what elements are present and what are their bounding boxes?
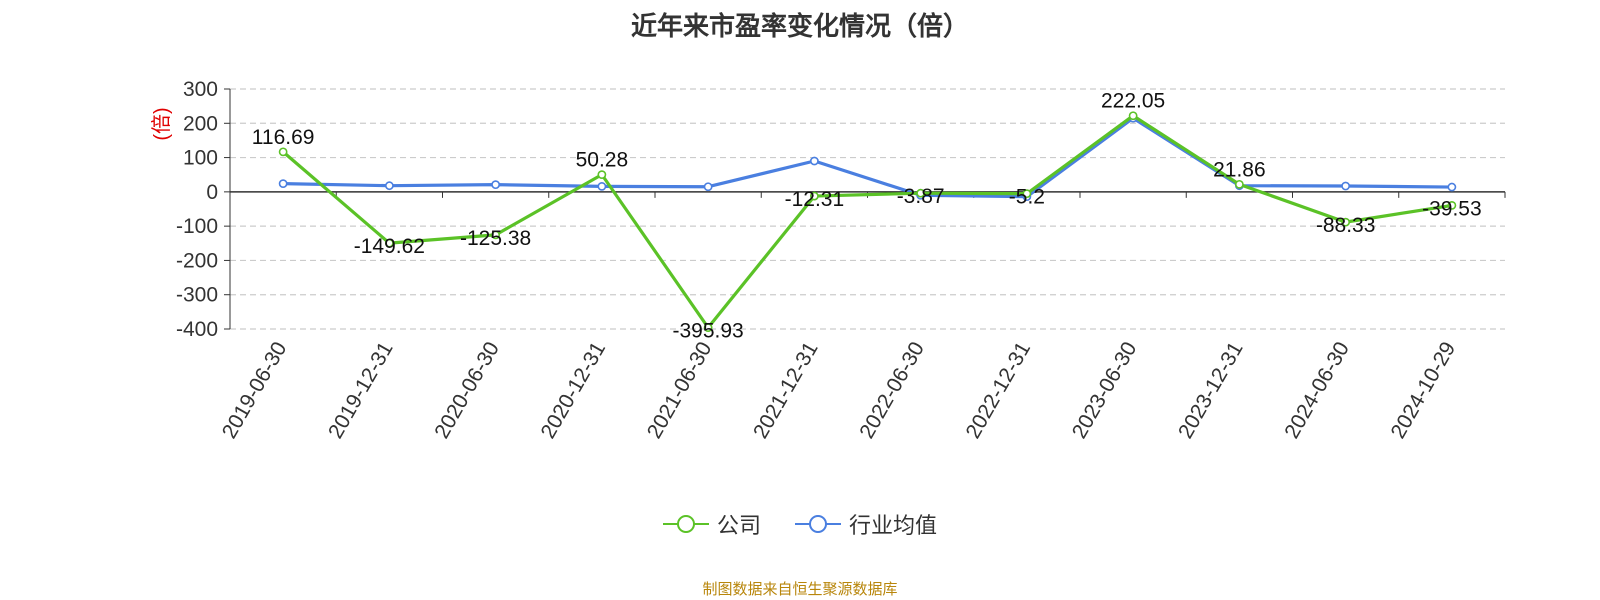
grid-lines bbox=[230, 88, 1505, 330]
data-point bbox=[809, 156, 819, 166]
y-tick-label: -100 bbox=[176, 215, 218, 238]
data-point bbox=[1128, 111, 1138, 121]
data-point bbox=[491, 180, 501, 190]
data-label: 21.86 bbox=[1213, 158, 1266, 181]
y-axis-title: (倍) bbox=[150, 107, 173, 140]
legend-item-company[interactable]: 公司 bbox=[662, 508, 761, 540]
y-tick-label: -200 bbox=[176, 249, 218, 272]
x-tick-label: 2019-12-31 bbox=[324, 338, 398, 443]
x-tick-label: 2024-06-30 bbox=[1280, 338, 1354, 443]
x-tick-label: 2021-06-30 bbox=[643, 338, 717, 443]
data-point bbox=[703, 182, 713, 192]
x-tick-label: 2021-12-31 bbox=[749, 338, 823, 443]
data-point bbox=[597, 181, 607, 191]
y-tick-label: 200 bbox=[183, 112, 218, 135]
y-tick-label: 0 bbox=[206, 181, 218, 204]
x-tick-label: 2023-06-30 bbox=[1068, 338, 1142, 443]
legend-line-marker-icon bbox=[795, 515, 841, 533]
data-point bbox=[1341, 181, 1351, 191]
data-point bbox=[1447, 201, 1457, 210]
x-tick-label: 2023-12-31 bbox=[1174, 338, 1248, 443]
data-label: -5.2 bbox=[1009, 186, 1045, 209]
y-tick-label: 300 bbox=[183, 78, 218, 101]
y-tick-label: -300 bbox=[176, 284, 218, 307]
data-label: -88.33 bbox=[1316, 214, 1376, 237]
y-tick-label: -400 bbox=[176, 318, 218, 341]
x-tick-label: 2022-12-31 bbox=[962, 338, 1036, 443]
data-label: -12.31 bbox=[785, 188, 845, 211]
data-point bbox=[703, 323, 713, 333]
x-tick-label: 2024-10-29 bbox=[1387, 338, 1461, 443]
legend-item-industry-average[interactable]: 行业均值 bbox=[795, 508, 937, 540]
series-line-company bbox=[282, 114, 1453, 330]
data-point bbox=[491, 230, 501, 240]
x-tick-label: 2020-06-30 bbox=[430, 338, 504, 443]
data-point bbox=[597, 170, 607, 180]
x-tick-label: 2022-06-30 bbox=[855, 338, 929, 443]
data-point bbox=[809, 191, 819, 201]
data-label: 50.28 bbox=[576, 149, 629, 172]
source-note: 制图数据来自恒生聚源数据库 bbox=[702, 580, 898, 598]
data-label: -39.53 bbox=[1422, 197, 1482, 220]
data-point bbox=[1234, 179, 1244, 189]
data-point bbox=[278, 147, 288, 157]
data-label: -3.87 bbox=[897, 185, 945, 208]
data-point bbox=[384, 238, 394, 248]
series bbox=[278, 111, 1457, 333]
legend-line-marker-icon bbox=[662, 515, 709, 533]
data-label: 116.69 bbox=[252, 126, 315, 149]
data-label: -395.93 bbox=[673, 320, 744, 343]
chart-title: 近年来市盈率变化情况（倍） bbox=[630, 12, 969, 42]
legend-label-industry-average: 行业均值 bbox=[849, 514, 938, 539]
x-tick-label: 2019-06-30 bbox=[218, 338, 292, 443]
data-labels: 116.69 -149.62 -125.38 50.28 -395.93 -12.31 -3… bbox=[252, 90, 1482, 343]
legend-label-company: 公司 bbox=[716, 514, 761, 539]
data-label: -125.38 bbox=[460, 227, 531, 250]
legend: 公司 行业均值 bbox=[0, 508, 1600, 540]
data-point bbox=[1341, 217, 1351, 227]
data-point bbox=[278, 179, 288, 189]
y-tick-label: 100 bbox=[183, 147, 218, 170]
series-line-industry-average bbox=[283, 116, 1452, 199]
data-point bbox=[1447, 182, 1457, 192]
x-tick-label: 2020-12-31 bbox=[537, 338, 611, 443]
data-point bbox=[1022, 189, 1032, 199]
data-label: -149.62 bbox=[354, 235, 425, 258]
data-point bbox=[384, 181, 394, 191]
data-point bbox=[916, 188, 926, 198]
data-label: 222.05 bbox=[1101, 90, 1165, 113]
